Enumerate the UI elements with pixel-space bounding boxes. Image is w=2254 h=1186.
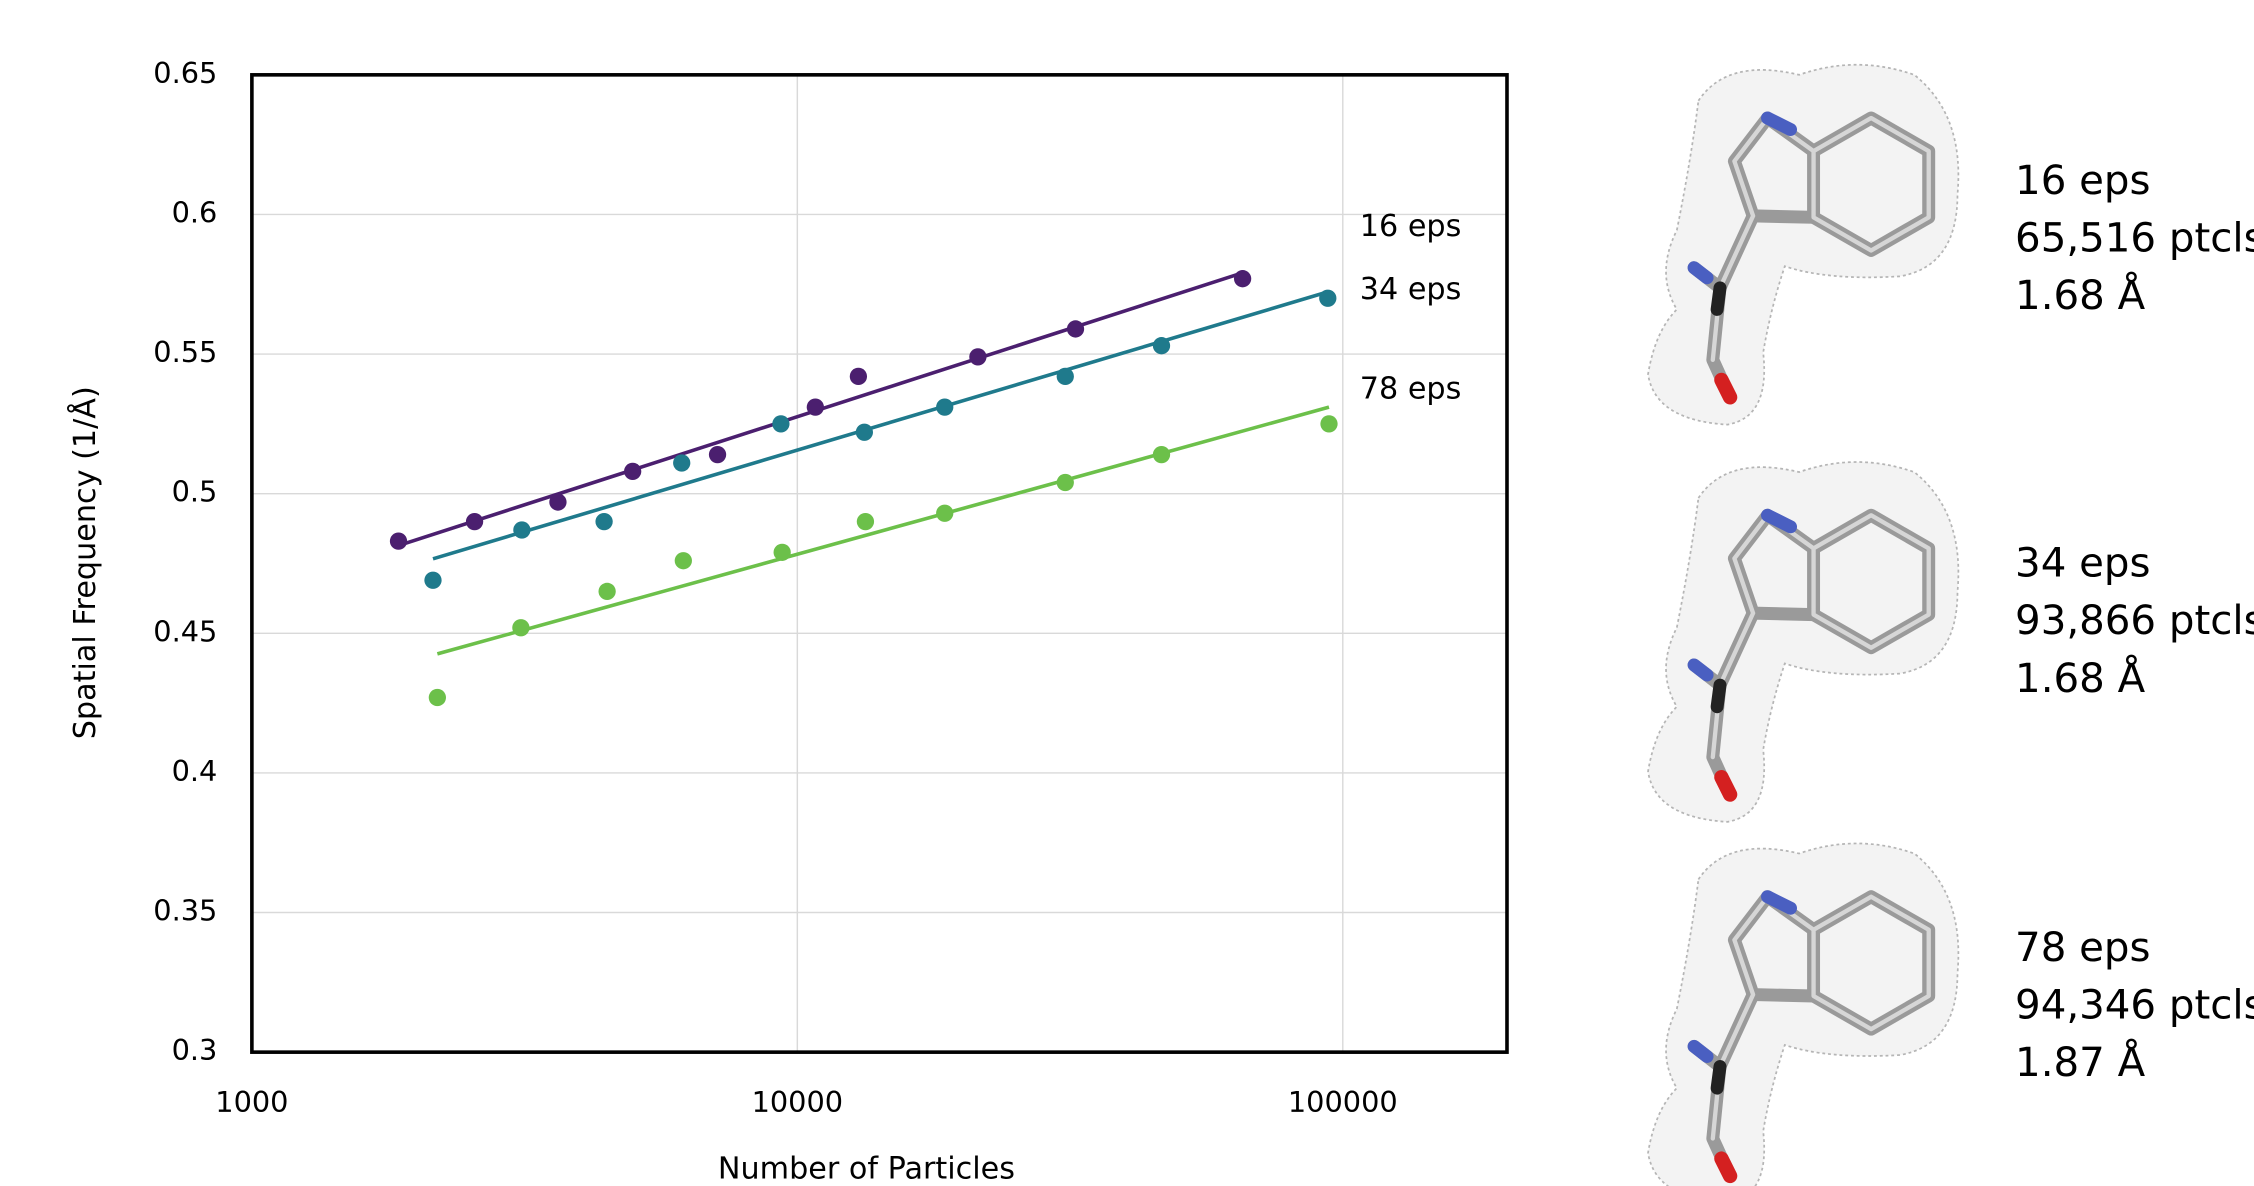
structure-image	[1648, 843, 1958, 1186]
y-tick-label: 0.4	[172, 754, 218, 788]
y-tick-label: 0.35	[153, 894, 217, 928]
page: {"chart_data": {"type": "scatter", "x_la…	[0, 0, 2254, 1186]
plot-area: 0.3 0.35 0.4 0.45 0.5 0.55 0.6 0.65 1000 10000 100…	[153, 56, 1507, 1119]
data-point	[772, 415, 789, 432]
data-point	[513, 521, 530, 538]
x-tick-label: 100000	[1288, 1085, 1398, 1119]
y-tick-label: 0.5	[172, 475, 218, 509]
data-point	[598, 583, 615, 600]
figure: 0.3 0.35 0.4 0.45 0.5 0.55 0.6 0.65 1000 10000 100…	[0, 0, 2254, 1186]
structure-info: 94,346 ptcls	[2015, 982, 2254, 1029]
data-point	[1153, 446, 1170, 463]
structure-info: 65,516 ptcls	[2015, 214, 2254, 261]
y-tick-label: 0.45	[153, 614, 217, 648]
structure-info: 34 eps	[2015, 540, 2150, 587]
structure-info: 78 eps	[2015, 924, 2150, 971]
data-point	[1234, 270, 1251, 287]
structure-info: 16 eps	[2015, 157, 2150, 204]
x-tick-label: 1000	[215, 1085, 288, 1119]
data-point	[512, 619, 529, 636]
trendline	[437, 407, 1329, 654]
data-point	[1057, 474, 1074, 491]
data-point	[936, 505, 953, 522]
data-point	[1057, 368, 1074, 385]
structure-image	[1648, 462, 1958, 822]
y-tick-label: 0.3	[172, 1033, 218, 1067]
structure-info: 1.68 Å	[2015, 654, 2146, 702]
structure-image	[1648, 65, 1958, 425]
data-point	[936, 398, 953, 415]
data-point	[624, 463, 641, 480]
series-label: 78 eps	[1360, 372, 1462, 407]
y-tick-label: 0.55	[153, 335, 217, 369]
data-point	[850, 368, 867, 385]
data-point	[774, 544, 791, 561]
data-point	[675, 552, 692, 569]
y-tick-label: 0.65	[153, 56, 217, 90]
data-point	[709, 446, 726, 463]
data-point	[429, 689, 446, 706]
data-point	[1320, 415, 1337, 432]
series-label: 16 eps	[1360, 209, 1462, 244]
data-point	[1319, 290, 1336, 307]
structure-info: 1.87 Å	[2015, 1038, 2146, 1086]
data-point	[549, 493, 566, 510]
data-point	[807, 398, 824, 415]
trendline	[433, 292, 1328, 559]
data-point	[673, 454, 690, 471]
y-tick-label: 0.6	[172, 195, 218, 229]
data-point	[1153, 337, 1170, 354]
data-point	[390, 533, 407, 550]
data-point	[424, 572, 441, 589]
data-point	[857, 513, 874, 530]
data-point	[856, 424, 873, 441]
plot-frame	[252, 75, 1507, 1052]
y-axis-title: Spatial Frequency (1/Å)	[67, 386, 103, 739]
structure-info: 93,866 ptcls	[2015, 597, 2254, 644]
data-point	[466, 513, 483, 530]
data-point	[1067, 320, 1084, 337]
x-axis-title: Number of Particles	[718, 1152, 1015, 1186]
structure-info: 1.68 Å	[2015, 271, 2146, 319]
series-label: 34 eps	[1360, 272, 1462, 307]
data-point	[969, 348, 986, 365]
data-point	[595, 513, 612, 530]
x-tick-label: 10000	[752, 1085, 844, 1119]
